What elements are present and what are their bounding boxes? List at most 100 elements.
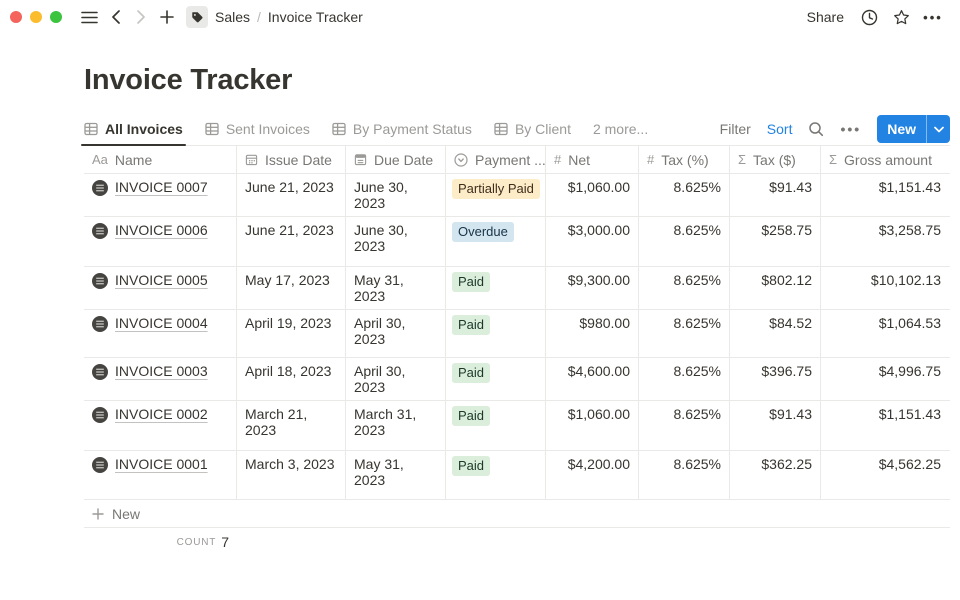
invoice-name-cell[interactable]: INVOICE 0005: [84, 267, 237, 309]
tax-percent-cell[interactable]: 8.625%: [639, 217, 730, 266]
invoice-link[interactable]: INVOICE 0006: [115, 222, 208, 238]
issue-date-cell[interactable]: May 17, 2023: [237, 267, 346, 309]
back-button[interactable]: [102, 4, 128, 30]
invoice-name-cell[interactable]: INVOICE 0006: [84, 217, 237, 266]
breadcrumb-workspace[interactable]: Sales: [215, 9, 251, 25]
invoice-link[interactable]: INVOICE 0001: [115, 456, 208, 472]
sidebar-toggle-button[interactable]: [76, 4, 102, 30]
due-date-cell[interactable]: June 30, 2023: [346, 217, 446, 266]
column-header-due-date[interactable]: Due Date: [346, 146, 446, 173]
tax-percent-cell[interactable]: 8.625%: [639, 401, 730, 450]
column-header-issue-date[interactable]: Issue Date: [237, 146, 346, 173]
close-button[interactable]: [10, 11, 22, 23]
filter-button[interactable]: Filter: [719, 121, 751, 137]
issue-date-cell[interactable]: June 21, 2023: [237, 217, 346, 266]
issue-date-cell[interactable]: March 3, 2023: [237, 451, 346, 499]
payment-status-cell[interactable]: Paid: [446, 358, 546, 400]
tab-all-invoices[interactable]: All Invoices: [81, 113, 186, 146]
invoice-link[interactable]: INVOICE 0004: [115, 315, 208, 331]
payment-status-cell[interactable]: Overdue: [446, 217, 546, 266]
invoice-link[interactable]: INVOICE 0003: [115, 363, 208, 379]
share-button[interactable]: Share: [806, 9, 844, 25]
due-date-cell[interactable]: June 30, 2023: [346, 174, 446, 216]
payment-status-cell[interactable]: Paid: [446, 267, 546, 309]
tax-percent-cell[interactable]: 8.625%: [639, 451, 730, 499]
table-row[interactable]: INVOICE 0002 March 21, 2023 March 31, 2023…: [84, 401, 950, 451]
gross-amount-cell[interactable]: $4,562.25: [878, 456, 941, 472]
tax-amount-cell[interactable]: $91.43: [730, 174, 821, 216]
new-button[interactable]: New: [877, 115, 950, 143]
net-cell[interactable]: $4,200.00: [546, 451, 639, 499]
view-options-button[interactable]: •••: [840, 121, 862, 137]
invoice-name-cell[interactable]: INVOICE 0002: [84, 401, 237, 450]
tab-sent-invoices[interactable]: Sent Invoices: [205, 113, 310, 145]
issue-date-cell[interactable]: April 19, 2023: [237, 310, 346, 357]
net-cell[interactable]: $980.00: [546, 310, 639, 357]
sort-button[interactable]: Sort: [766, 121, 793, 137]
payment-status-cell[interactable]: Partially Paid: [446, 174, 546, 216]
payment-status-cell[interactable]: Paid: [446, 310, 546, 357]
page-icon-button[interactable]: [186, 6, 208, 28]
column-header-name[interactable]: Aa Name: [84, 146, 237, 173]
tax-percent-cell[interactable]: 8.625%: [639, 174, 730, 216]
table-row[interactable]: INVOICE 0001 March 3, 2023 May 31, 2023 Pai…: [84, 451, 950, 500]
column-header-tax-amount[interactable]: Σ Tax ($): [730, 146, 821, 173]
search-icon[interactable]: [808, 121, 824, 137]
table-row[interactable]: INVOICE 0007 June 21, 2023 June 30, 2023 Pa…: [84, 174, 950, 217]
invoice-name-cell[interactable]: INVOICE 0007: [84, 174, 237, 216]
column-header-gross-amount[interactable]: Σ Gross amount: [821, 146, 949, 173]
column-header-tax-percent[interactable]: # Tax (%): [639, 146, 730, 173]
table-row[interactable]: INVOICE 0006 June 21, 2023 June 30, 2023 Ov…: [84, 217, 950, 267]
net-cell[interactable]: $3,000.00: [546, 217, 639, 266]
invoice-name-cell[interactable]: INVOICE 0001: [84, 451, 237, 499]
tax-amount-cell[interactable]: $258.75: [730, 217, 821, 266]
tax-percent-cell[interactable]: 8.625%: [639, 358, 730, 400]
count-calculation[interactable]: COUNT 7: [84, 528, 237, 550]
invoice-link[interactable]: INVOICE 0002: [115, 406, 208, 422]
issue-date-cell[interactable]: April 18, 2023: [237, 358, 346, 400]
net-cell[interactable]: $1,060.00: [546, 174, 639, 216]
due-date-cell[interactable]: May 31, 2023: [346, 451, 446, 499]
more-views-button[interactable]: 2 more...: [592, 121, 649, 137]
minimize-button[interactable]: [30, 11, 42, 23]
tab-by-client[interactable]: By Client: [494, 113, 571, 145]
breadcrumb-page[interactable]: Invoice Tracker: [267, 9, 363, 25]
favorite-button[interactable]: [888, 4, 914, 30]
invoice-name-cell[interactable]: INVOICE 0003: [84, 358, 237, 400]
gross-amount-cell[interactable]: $1,151.43: [878, 179, 941, 195]
table-row[interactable]: INVOICE 0004 April 19, 2023 April 30, 2023…: [84, 310, 950, 358]
new-row-button[interactable]: New: [84, 500, 950, 528]
tax-amount-cell[interactable]: $84.52: [730, 310, 821, 357]
payment-status-cell[interactable]: Paid: [446, 401, 546, 450]
tax-percent-cell[interactable]: 8.625%: [639, 267, 730, 309]
issue-date-cell[interactable]: March 21, 2023: [237, 401, 346, 450]
gross-amount-cell[interactable]: $3,258.75: [878, 222, 941, 238]
invoice-link[interactable]: INVOICE 0007: [115, 179, 208, 195]
gross-amount-cell[interactable]: $1,064.53: [878, 315, 941, 331]
new-page-button[interactable]: [154, 4, 180, 30]
tax-amount-cell[interactable]: $362.25: [730, 451, 821, 499]
more-options-button[interactable]: •••: [920, 4, 946, 30]
payment-status-cell[interactable]: Paid: [446, 451, 546, 499]
table-row[interactable]: INVOICE 0003 April 18, 2023 April 30, 2023…: [84, 358, 950, 401]
due-date-cell[interactable]: May 31, 2023: [346, 267, 446, 309]
column-header-payment-status[interactable]: Payment ...: [446, 146, 546, 173]
net-cell[interactable]: $4,600.00: [546, 358, 639, 400]
tax-amount-cell[interactable]: $802.12: [730, 267, 821, 309]
tax-amount-cell[interactable]: $396.75: [730, 358, 821, 400]
column-header-net[interactable]: # Net: [546, 146, 639, 173]
issue-date-cell[interactable]: June 21, 2023: [237, 174, 346, 216]
table-row[interactable]: INVOICE 0005 May 17, 2023 May 31, 2023 Paid…: [84, 267, 950, 310]
history-button[interactable]: [856, 4, 882, 30]
net-cell[interactable]: $9,300.00: [546, 267, 639, 309]
forward-button[interactable]: [128, 4, 154, 30]
due-date-cell[interactable]: March 31, 2023: [346, 401, 446, 450]
due-date-cell[interactable]: April 30, 2023: [346, 310, 446, 357]
tax-percent-cell[interactable]: 8.625%: [639, 310, 730, 357]
zoom-button[interactable]: [50, 11, 62, 23]
invoice-name-cell[interactable]: INVOICE 0004: [84, 310, 237, 357]
net-cell[interactable]: $1,060.00: [546, 401, 639, 450]
due-date-cell[interactable]: April 30, 2023: [346, 358, 446, 400]
new-dropdown-button[interactable]: [926, 115, 950, 143]
gross-amount-cell[interactable]: $1,151.43: [878, 406, 941, 422]
